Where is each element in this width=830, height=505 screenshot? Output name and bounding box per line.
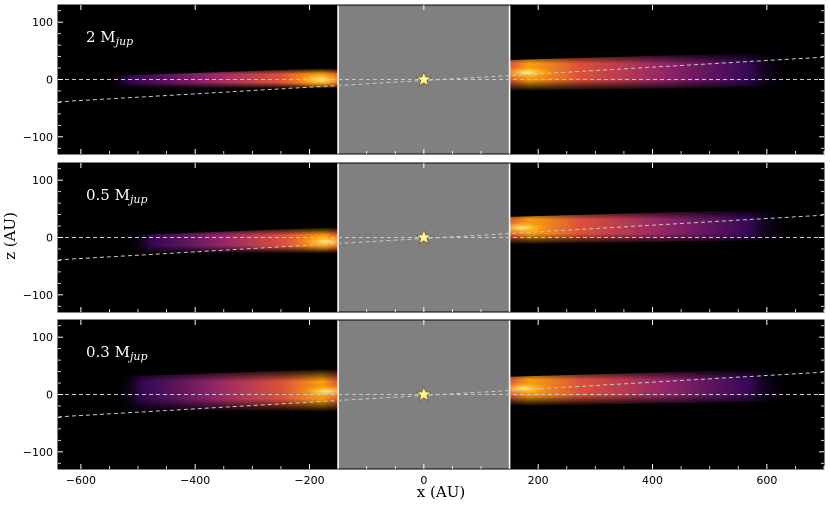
star-marker	[415, 229, 432, 245]
reference-line-2	[58, 371, 824, 418]
panel-1: 2 Mjup 100 0 −100	[23, 4, 825, 155]
star-marker	[415, 386, 432, 402]
right-disk-emission	[509, 368, 790, 406]
panel-label: 0.3 Mjup	[86, 343, 148, 363]
panel-2: 0.5 Mjup 100 0 −100	[23, 162, 825, 313]
y-tick-label: −100	[23, 446, 53, 459]
panel-plot-area	[58, 5, 824, 154]
star-marker	[415, 71, 432, 87]
reference-line-2	[58, 56, 824, 103]
x-tick-label: −600	[66, 474, 96, 487]
y-tick-label: −100	[23, 131, 53, 144]
right-disk-emission	[509, 51, 790, 91]
y-tick-label: 0	[46, 389, 53, 402]
x-tick-label: 600	[756, 474, 777, 487]
y-tick-label: 100	[32, 174, 53, 187]
y-tick-label: −100	[23, 289, 53, 302]
x-tick-label: 0	[420, 474, 427, 487]
panel-label-subscript: jup	[127, 193, 148, 206]
right-disk-emission	[509, 208, 790, 245]
panel-label-subscript: jup	[127, 350, 148, 363]
panel-label-mass: 2 M	[86, 28, 116, 46]
panel-label-subscript: jup	[113, 35, 134, 48]
panel-plot-area	[58, 320, 824, 469]
y-tick-label: 0	[46, 74, 53, 87]
x-tick-label: −200	[294, 474, 324, 487]
panel-label-mass: 0.5 M	[86, 186, 130, 204]
panel-label-mass: 0.3 M	[86, 343, 130, 361]
y-axis-title: z (AU)	[1, 212, 19, 260]
left-disk-emission	[115, 368, 339, 414]
left-disk-emission	[126, 227, 339, 256]
reference-line-2	[58, 214, 824, 261]
panel-3: 0.3 Mjup 100 0 −100 −600 −400 −200 0 200 400 600	[23, 319, 825, 487]
x-axis-title: x (AU)	[417, 483, 465, 501]
y-tick-label: 100	[32, 16, 53, 29]
x-tick-label: 400	[642, 474, 663, 487]
panel-plot-area	[58, 163, 824, 312]
x-tick-label: −400	[180, 474, 210, 487]
x-tick-label: 200	[528, 474, 549, 487]
panel-label: 0.5 Mjup	[86, 186, 148, 206]
panel-label: 2 Mjup	[86, 28, 133, 48]
y-tick-label: 100	[32, 331, 53, 344]
y-tick-label: 0	[46, 232, 53, 245]
